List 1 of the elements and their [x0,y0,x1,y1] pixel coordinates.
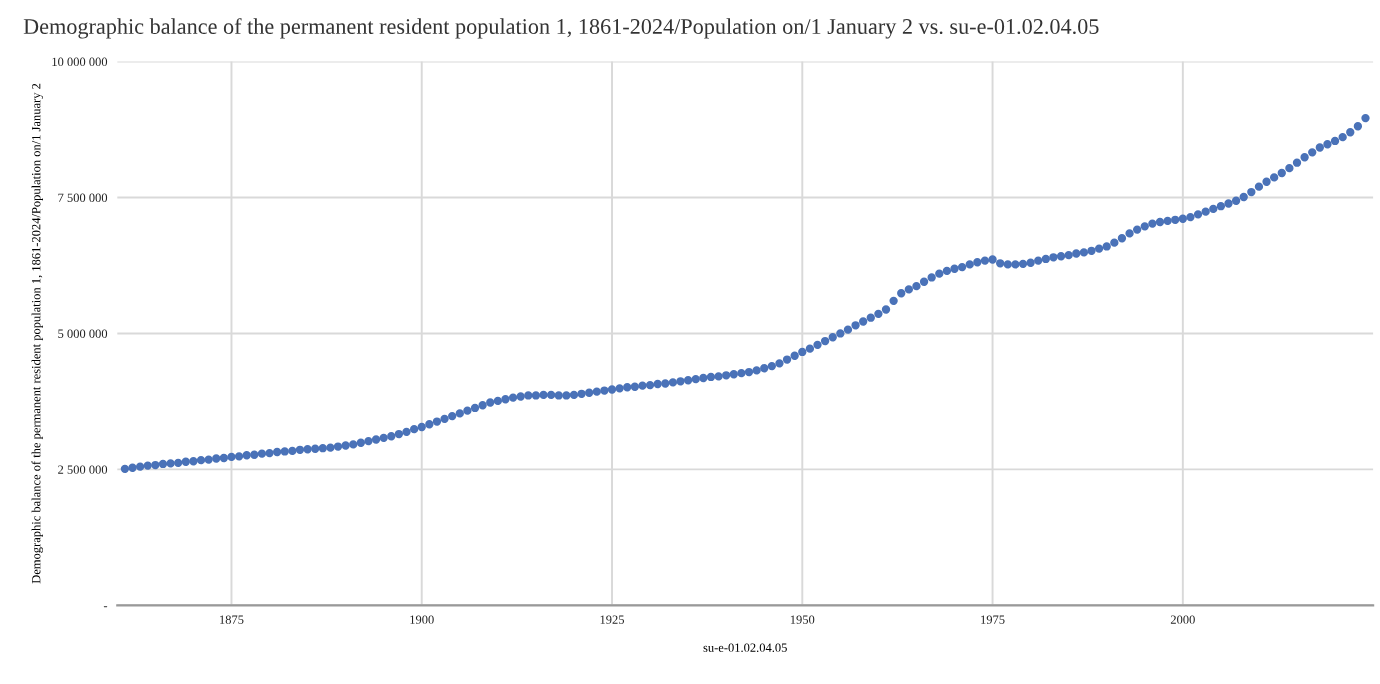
chart-title: Demographic balance of the permanent resident population 1, 1861-2024/Population on/1 January 2 vs. su-e-01.02.04.05 [23,18,1099,39]
